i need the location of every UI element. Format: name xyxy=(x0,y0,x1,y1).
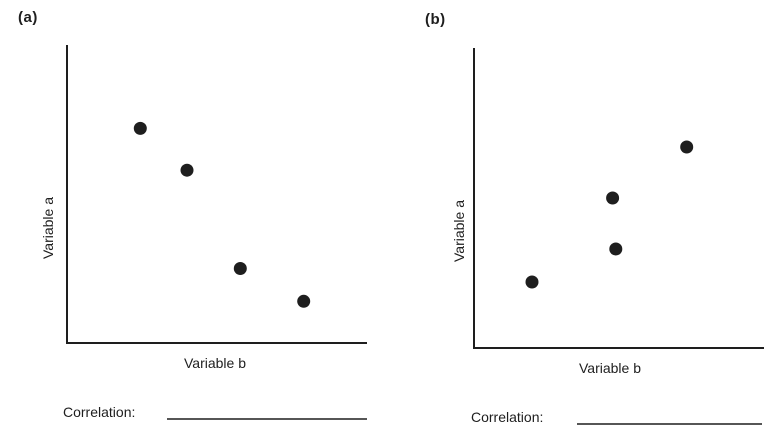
data-point-a-3 xyxy=(233,262,247,275)
scatter-plot-b: Variable b Variable a Correlation: xyxy=(451,48,764,425)
data-point-a-4 xyxy=(297,294,311,308)
axes-a xyxy=(66,45,367,344)
correlation-label-b: Correlation: xyxy=(471,409,543,425)
x-axis-title-b: Variable b xyxy=(579,360,641,376)
scatter-plot-a: Variable b Variable a Correlation: xyxy=(40,45,367,420)
x-axis-title-a: Variable b xyxy=(184,355,246,371)
panel-label-a: (a) xyxy=(18,9,38,26)
y-axis-title-b: Variable a xyxy=(451,200,467,262)
panel-label-b: (b) xyxy=(425,11,446,28)
chart-panel-b: (b) Variable b Variable a Correlation: xyxy=(400,0,764,428)
data-point-a-2 xyxy=(180,163,194,177)
data-point-b-4 xyxy=(680,140,694,154)
points-b xyxy=(525,140,694,289)
correlation-label-a: Correlation: xyxy=(63,404,135,420)
data-point-a-1 xyxy=(133,121,147,135)
axes-b xyxy=(473,48,764,349)
data-point-b-3 xyxy=(609,242,623,256)
y-axis-title-a: Variable a xyxy=(40,197,56,259)
points-a xyxy=(133,121,311,308)
chart-panel-a: (a) Variable b Variable a Correlation: xyxy=(18,9,367,420)
data-point-b-1 xyxy=(525,275,539,289)
data-point-b-2 xyxy=(606,191,620,205)
